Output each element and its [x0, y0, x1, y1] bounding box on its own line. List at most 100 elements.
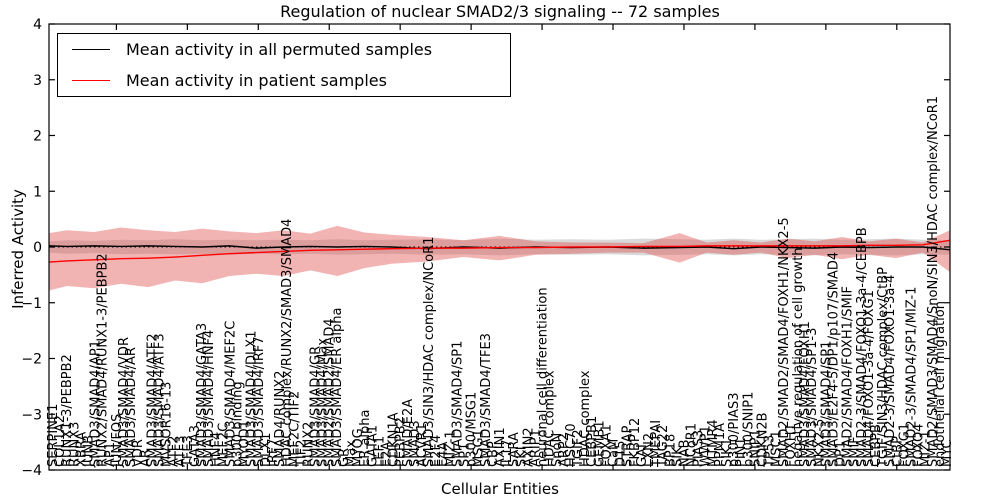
- x-tick-label: SMAD3/SMAD4/MEF2C: [223, 321, 238, 467]
- legend-box: Mean activity in all permuted samples Me…: [57, 33, 511, 97]
- x-tick-label: SMAD2/SMAD2/SMAD4: [323, 318, 338, 467]
- x-tick-label: p300 binding: [231, 381, 246, 467]
- x-tick-label: RUNX2/SMAD4/RUNX1-3/PEBPB2: [96, 253, 111, 467]
- x-tick-label: SMAD2/SMAD2/SMAD4/FOXH1/NKX2-5: [777, 217, 792, 467]
- x-tick-label: IL17: [500, 439, 515, 467]
- x-tick-label: GATA3: [188, 425, 203, 467]
- patient-line-swatch: [72, 80, 110, 81]
- x-tick-label: SARA: [507, 432, 522, 467]
- x-tick-label: SIK1: [720, 438, 735, 467]
- x-tick-label: RUNX1-3/PEBPB2: [60, 354, 75, 467]
- x-axis-label: Cellular Entities: [441, 480, 559, 498]
- x-tick-label: SIK: [670, 446, 685, 467]
- x-tick-label: COL1A2: [53, 415, 68, 467]
- x-tick-label: TP53: [763, 435, 778, 468]
- x-tick-label: SMAD3/SMAD4/GR: [309, 346, 324, 467]
- x-tick-label: D15: [614, 440, 629, 467]
- y-tick-label: −1: [21, 296, 42, 312]
- x-tick-label: SERPINE1: [46, 404, 61, 467]
- x-tick-label: SMAD3/SMAD4/DLX1: [245, 331, 260, 467]
- x-tick-label: SMAD3/SMAD4/GATA3: [195, 323, 210, 467]
- x-tick-label: LXN2: [642, 433, 657, 467]
- x-tick-label: E4A: [436, 442, 451, 467]
- y-tick-label: 4: [33, 17, 42, 33]
- x-tick-label: SP1: [458, 443, 473, 467]
- x-tick-label: AR: [138, 449, 153, 467]
- x-tick-label: Max: [344, 440, 359, 467]
- x-tick-label: p300/SNIP1: [741, 392, 756, 467]
- y-axis-label: Inferred Activity: [9, 189, 27, 309]
- y-tick-label: 1: [33, 184, 42, 200]
- x-tick-label: NCoR1: [685, 423, 700, 467]
- x-tick-label: MEF2C: [216, 423, 231, 467]
- x-tick-label: HDAC complex: [543, 370, 558, 467]
- x-tick-label: SMAD3/SMAD4/ATF3: [152, 333, 167, 467]
- x-tick-label: PIAS3: [692, 430, 707, 467]
- x-tick-label: FOXG1: [897, 423, 912, 467]
- x-tick-label: TMEPAI: [649, 420, 664, 468]
- x-tick-label: E2F4: [429, 435, 444, 467]
- x-tick-label: HDAC complex: [578, 370, 593, 467]
- x-tick-label: WWP1: [699, 425, 714, 467]
- x-tick-label: CaM: [607, 439, 622, 467]
- x-tick-label: SMAD3/SMAD4/IRF7: [252, 336, 267, 467]
- x-tick-label: SMAD3/SMAD4/ER alpha: [330, 308, 345, 467]
- x-tick-label: FKBP12: [628, 418, 643, 467]
- x-tick-label: DP1: [834, 441, 849, 467]
- x-tick-label: negative regulation of cell growth: [791, 247, 806, 467]
- x-tick-label: ARP2: [557, 433, 572, 467]
- x-tick-label: ARIP1: [528, 429, 543, 467]
- x-tick-label: GEMB1: [592, 420, 607, 467]
- x-tick-label: XBRA: [74, 432, 89, 467]
- permuted-line-swatch: [72, 49, 110, 50]
- x-tick-label: PPM1A: [713, 423, 728, 467]
- x-tick-label: E2A: [379, 442, 394, 467]
- x-tick-label: SMAD3/SMAD4/HNF4: [202, 330, 217, 467]
- x-tick-label: GAI: [635, 444, 650, 467]
- x-tick-label: SMAD2-3/SMAD4/FOXO1-3a-4/CEBPB: [855, 227, 870, 467]
- x-tick-label: SMAD2/SMAD3/SMAD4/SnoN/SIN3/HDAC complex…: [926, 96, 941, 467]
- x-tick-label: RUNX3: [67, 422, 82, 467]
- x-tick-label: NAB: [677, 439, 692, 467]
- y-tick-label: 3: [33, 73, 42, 89]
- x-tick-label: JUNB: [82, 435, 97, 468]
- x-tick-label: endothelial cell migration: [933, 301, 948, 467]
- x-tick-label: SNIP1: [748, 429, 763, 467]
- y-tick-label: 2: [33, 129, 42, 145]
- legend-label-patient: Mean activity in patient samples: [126, 71, 387, 90]
- x-tick-label: p300/MSG1: [465, 392, 480, 467]
- x-tick-label: GATA1: [365, 425, 380, 467]
- x-tick-label: PEBPB2: [394, 417, 409, 467]
- x-tick-label: HSC70: [564, 423, 579, 467]
- x-tick-label: IRF7: [266, 438, 281, 467]
- x-tick-label: LEF1: [372, 436, 387, 467]
- x-tick-label: SKI: [514, 446, 529, 467]
- x-tick-label: AXIN1: [493, 427, 508, 467]
- legend-label-permuted: Mean activity in all permuted samples: [126, 40, 433, 59]
- y-tick-label: −3: [21, 407, 42, 423]
- x-tick-label: STRAP: [621, 425, 636, 467]
- x-tick-label: PIN1: [734, 437, 749, 467]
- patient-mean-line: [48, 239, 951, 263]
- x-tick-label: SMAD3/SMAD4/FOXH1: [798, 321, 813, 467]
- x-tick-label: HDAC complex/RUNX2/SMAD3/SMAD4: [280, 219, 295, 467]
- x-tick-label: SMAD3/SMAD4/SP1-3: [805, 328, 820, 467]
- x-tick-label: SMAD3/SMAD4/SP1: [819, 341, 834, 467]
- y-tick-label: −2: [21, 352, 42, 368]
- x-tick-label: ATF2: [167, 435, 182, 467]
- legend-entry-patient: Mean activity in patient samples: [58, 65, 510, 96]
- x-tick-label: CDKN2B: [755, 412, 770, 467]
- legend-entry-permuted: Mean activity in all permuted samples: [58, 34, 510, 65]
- x-tick-label: SMAD/E2A: [401, 399, 416, 467]
- x-tick-label: CEBPB1: [585, 416, 600, 467]
- x-tick-label: JUN/FOS: [110, 414, 125, 468]
- x-tick-label: SMAD3: [408, 420, 423, 467]
- x-tick-label: MYOG: [351, 428, 366, 467]
- x-tick-label: SMAD3/SMAD4/AR: [124, 347, 139, 467]
- x-tick-label: AP1: [103, 442, 118, 467]
- x-tick-label: FOXA1: [599, 424, 614, 467]
- x-tick-label: MYOD1: [238, 420, 253, 467]
- x-tick-label: CtBP: [890, 436, 905, 467]
